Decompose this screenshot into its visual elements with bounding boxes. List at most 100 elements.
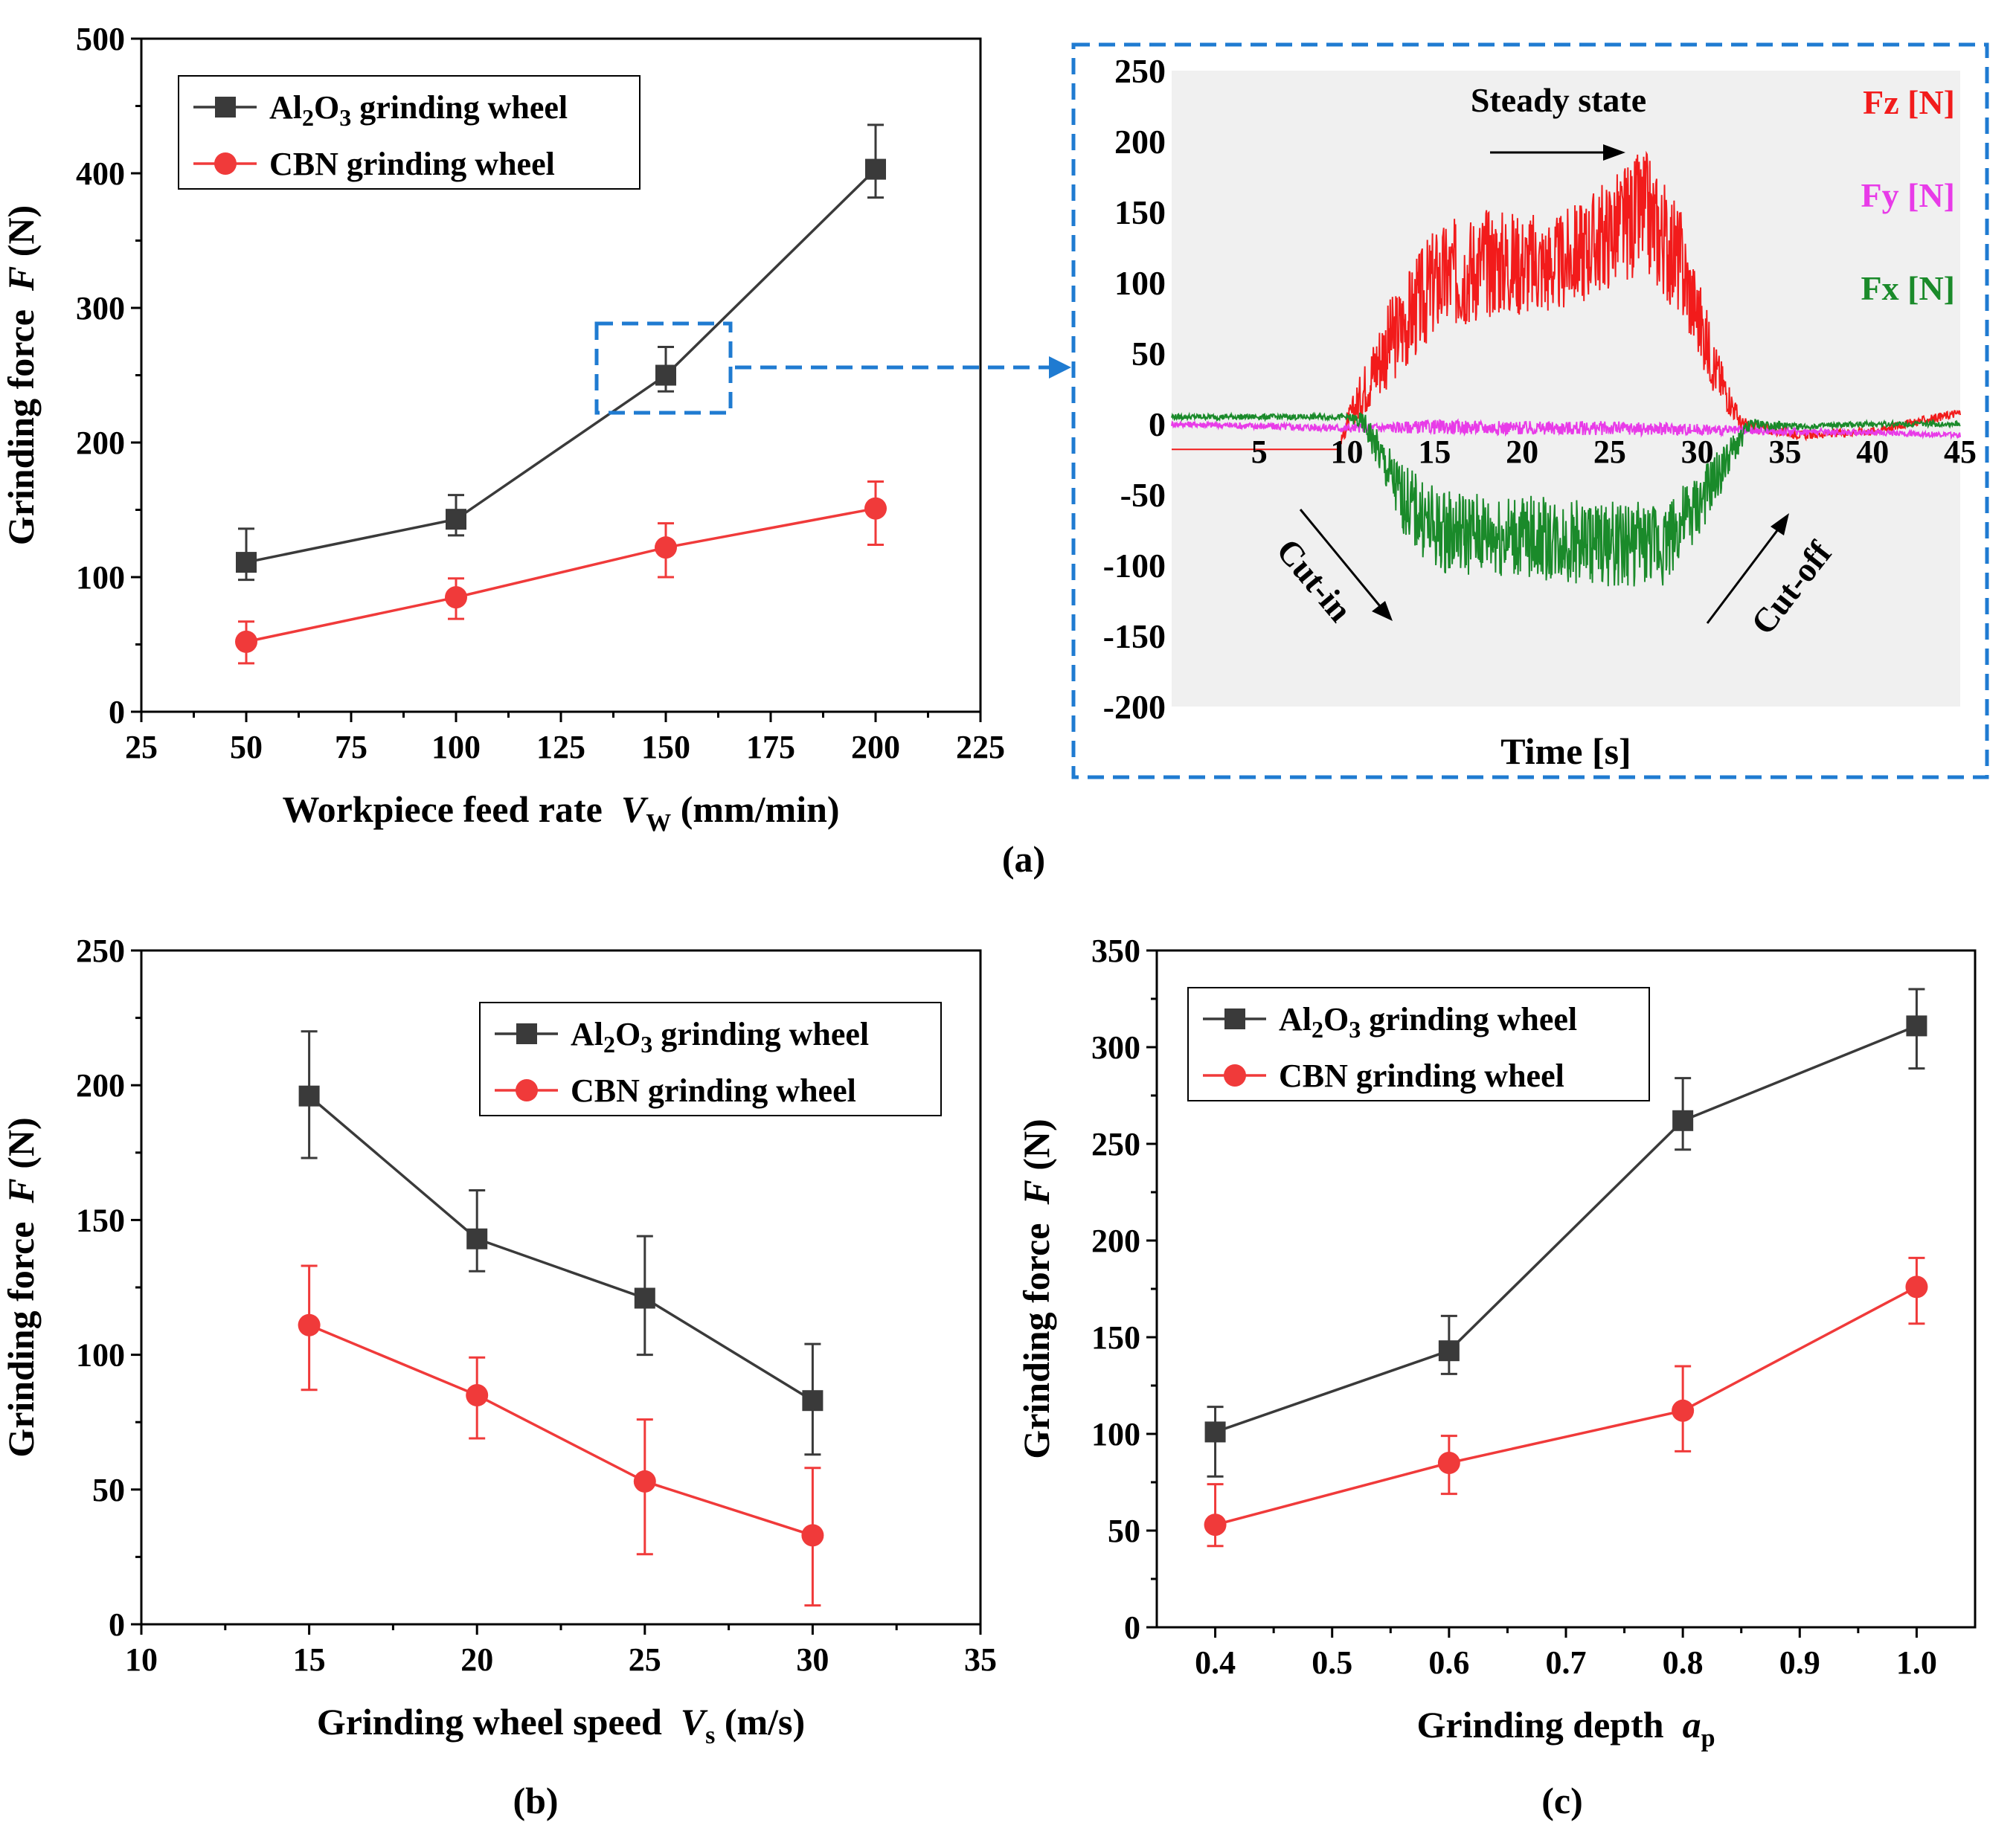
y-tick-label: 400	[76, 155, 125, 192]
x-axis-variable: V	[603, 788, 649, 830]
x-tick-label: 25	[125, 729, 158, 765]
inset-y-tick-label: -50	[1120, 476, 1166, 514]
y-tick-label: 300	[76, 290, 125, 326]
y-tick-label: 50	[92, 1472, 125, 1508]
data-point-square	[298, 1085, 320, 1107]
series-al2o3	[298, 1030, 824, 1456]
x-axis-title: Grinding depth ap	[1417, 1704, 1715, 1752]
x-axis-variable: V	[662, 1701, 708, 1743]
x-tick-label: 50	[230, 729, 263, 765]
x-axis-label: Workpiece feed rate	[282, 788, 602, 830]
inset-x-tick-label: 15	[1418, 434, 1451, 470]
x-tick-label: 175	[746, 729, 795, 765]
series-al2o3	[236, 123, 886, 582]
legend-marker-circle	[214, 152, 237, 175]
inset-legend-label: Fx [N]	[1861, 269, 1955, 307]
panel-label: (b)	[513, 1780, 558, 1821]
data-point-square	[1672, 1110, 1694, 1131]
panel-label: (a)	[1002, 838, 1045, 880]
y-tick-label: 200	[76, 425, 125, 461]
x-axis-subscript: p	[1701, 1725, 1715, 1752]
y-tick-label: 100	[76, 559, 125, 596]
inset-x-tick-label: 30	[1681, 434, 1714, 470]
data-point-square	[446, 509, 466, 530]
x-tick-label: 30	[796, 1641, 829, 1678]
x-axis-title: Grinding wheel speed Vs (m/s)	[317, 1701, 805, 1749]
y-tick-label: 250	[76, 933, 125, 969]
x-tick-label: 100	[431, 729, 481, 765]
legend-label-part: 2	[603, 1031, 615, 1058]
series-line	[1215, 1285, 1918, 1526]
x-tick-label: 150	[641, 729, 690, 765]
legend-marker-circle	[1224, 1064, 1246, 1087]
cut-in-arrowhead	[1372, 601, 1393, 621]
chart-a: 25 50 75 100 125 150 175 200 225 0 100 200 300 400 500…	[0, 21, 1045, 880]
data-point-circle	[466, 1383, 489, 1406]
legend-frame	[1187, 987, 1650, 1101]
legend-label-part: 3	[339, 104, 351, 131]
inset-signal-fy	[1171, 418, 1961, 440]
x-axis-subscript: W	[646, 809, 671, 837]
data-point-square	[1438, 1340, 1460, 1362]
x-tick-label: 200	[851, 729, 900, 765]
inset-x-tick-label: 10	[1331, 434, 1364, 470]
data-point-circle	[655, 536, 677, 559]
series-line	[245, 168, 877, 564]
data-point-circle	[1204, 1513, 1227, 1537]
legend-label: Al2O3 grinding wheel	[1279, 1001, 1577, 1043]
legend-label: CBN grinding wheel	[1279, 1058, 1564, 1094]
y-tick-label: 100	[1091, 1416, 1140, 1452]
legend-label-text: CBN grinding wheel	[571, 1072, 856, 1109]
series-cbn	[298, 1264, 824, 1607]
chart-c: 0.4 0.5 0.6 0.7 0.8 0.9 1.0 0 50 100 150 200 250 300 3…	[1015, 933, 1977, 1821]
data-point-square	[634, 1287, 655, 1309]
inset-x-axis-title: Time [s]	[1500, 730, 1631, 772]
y-tick-label: 200	[76, 1067, 125, 1104]
x-tick-label: 0.9	[1779, 1644, 1820, 1681]
inset-plot-background	[1172, 71, 1960, 707]
chart-inset: 250 200 150 100 50 0 -50 -100 -150 -200 5 10 15 20 25 3…	[1071, 42, 1989, 779]
panel-label: (c)	[1541, 1780, 1583, 1821]
cut-in-arrow-line	[1299, 509, 1381, 607]
data-point-circle	[1905, 1275, 1928, 1299]
y-axis-label: Grinding force	[0, 309, 42, 545]
legend-label-part: O	[615, 1016, 641, 1052]
inset-y-tick-label: 250	[1114, 52, 1166, 90]
data-point-circle	[235, 630, 257, 653]
y-tick-label: 100	[76, 1337, 125, 1374]
inset-y-tick-label: -200	[1103, 688, 1166, 726]
x-tick-label: 0.4	[1195, 1644, 1236, 1681]
inset-x-tick-label: 40	[1856, 434, 1889, 470]
legend-label-part: 2	[1312, 1016, 1323, 1043]
series-line	[308, 1095, 814, 1402]
y-axis-variable: F	[0, 1178, 42, 1221]
legend-frame	[178, 75, 641, 190]
inset-x-tick-label: 25	[1593, 434, 1626, 470]
legend-frame	[479, 1002, 942, 1116]
data-point-circle	[1672, 1399, 1695, 1422]
legend: Al2O3 grinding wheel CBN grinding wheel	[178, 75, 641, 190]
inset-y-tick-label: 50	[1131, 335, 1166, 373]
data-point-circle	[445, 586, 467, 609]
inset-x-tick-label: 5	[1251, 434, 1268, 470]
legend-label-part: O	[1323, 1001, 1349, 1037]
y-tick-label: 0	[1124, 1609, 1140, 1646]
legend-marker-square	[215, 97, 236, 118]
data-point-square	[1906, 1015, 1927, 1037]
y-tick-label: 350	[1091, 933, 1140, 969]
data-point-circle	[633, 1470, 656, 1493]
legend-label-part: Al	[1279, 1001, 1312, 1037]
inset-y-tick-label: 200	[1114, 123, 1166, 161]
cut-off-arrow-line	[1706, 529, 1779, 624]
y-axis-title: Grinding force F (N)	[0, 1117, 42, 1457]
legend-label-text: CBN grinding wheel	[1279, 1058, 1564, 1094]
inset-x-tick-label: 45	[1944, 434, 1977, 470]
x-tick-label: 0.6	[1428, 1644, 1469, 1681]
legend-marker-square	[516, 1023, 537, 1044]
series-cbn	[1204, 1256, 1928, 1548]
zoom-arrowhead	[1049, 356, 1071, 379]
inset-x-tick-label: 35	[1768, 434, 1801, 470]
x-tick-label: 0.8	[1663, 1644, 1704, 1681]
inset-signal-fx	[1171, 411, 1961, 587]
y-tick-label: 150	[76, 1202, 125, 1238]
